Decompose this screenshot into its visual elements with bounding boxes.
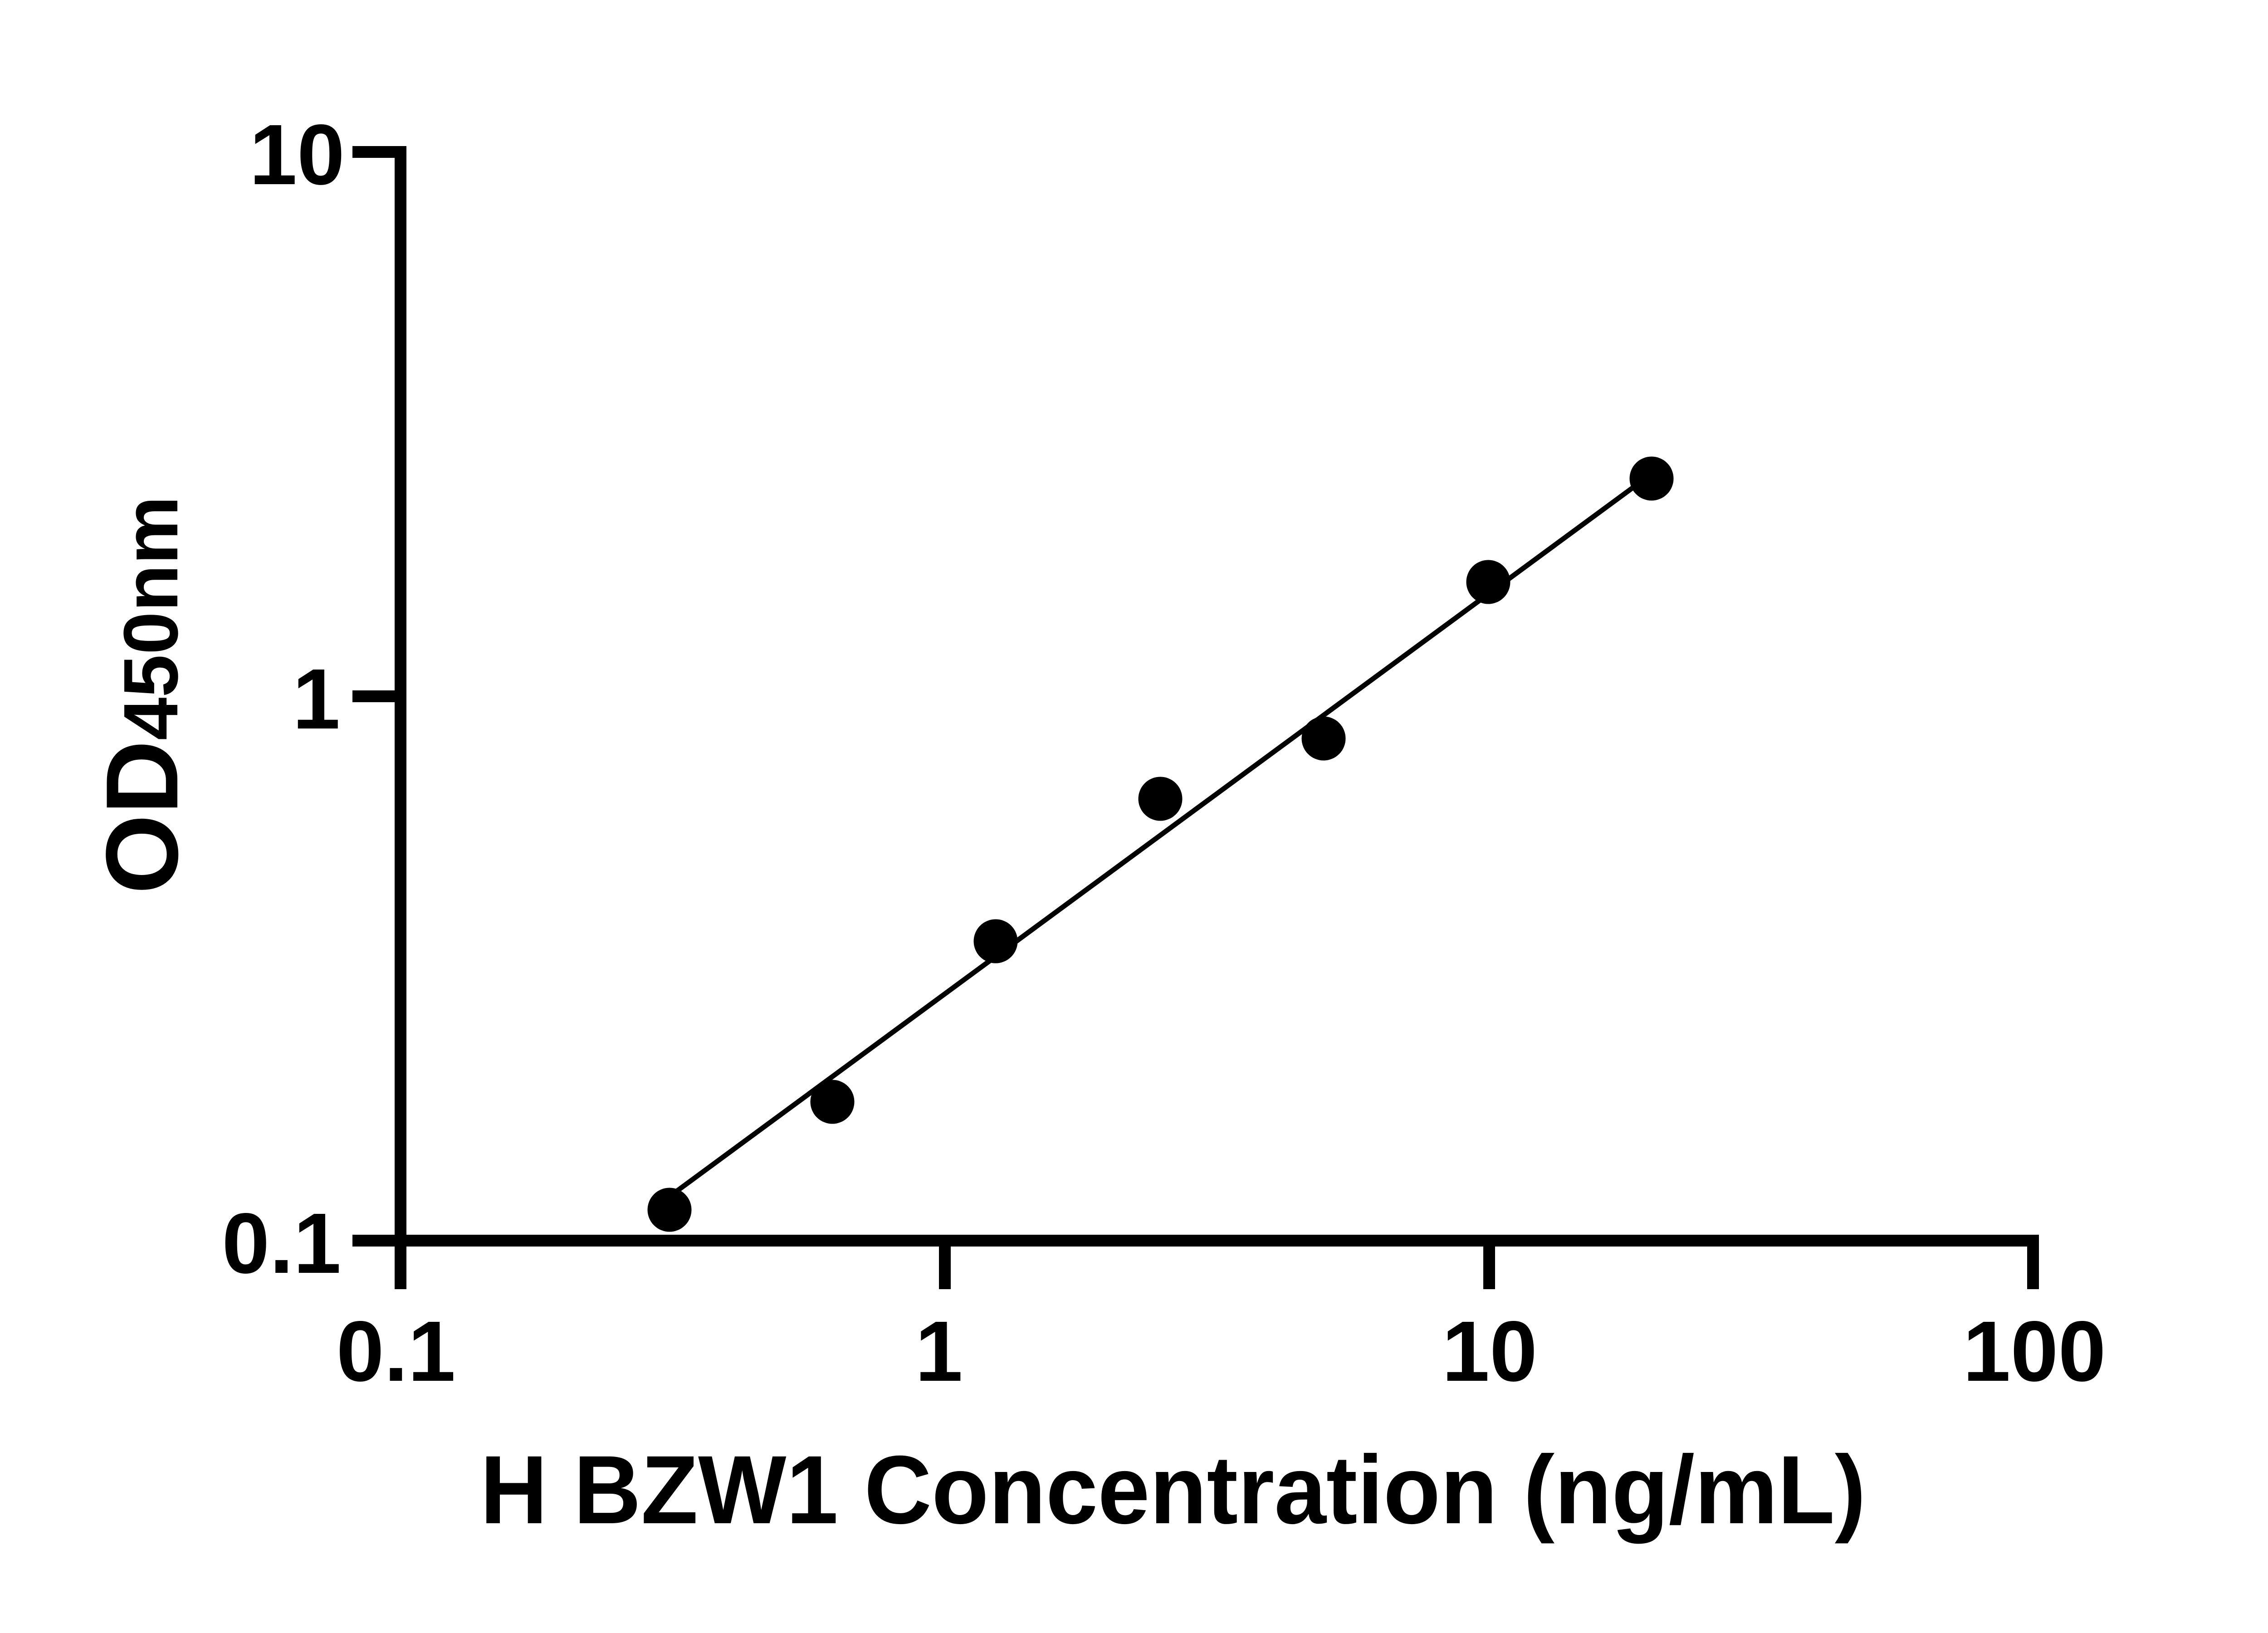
svg-text:100: 100 bbox=[1963, 1304, 2106, 1399]
svg-text:0.1: 0.1 bbox=[222, 1196, 341, 1291]
svg-text:10: 10 bbox=[249, 107, 345, 203]
svg-text:10: 10 bbox=[1442, 1304, 1537, 1399]
svg-text:OD450nm: OD450nm bbox=[84, 496, 199, 894]
svg-text:0.1: 0.1 bbox=[337, 1304, 456, 1399]
svg-text:H BZW1 Concentration (ng/mL): H BZW1 Concentration (ng/mL) bbox=[480, 1436, 1866, 1544]
svg-text:1: 1 bbox=[915, 1304, 963, 1399]
svg-text:1: 1 bbox=[293, 651, 340, 747]
